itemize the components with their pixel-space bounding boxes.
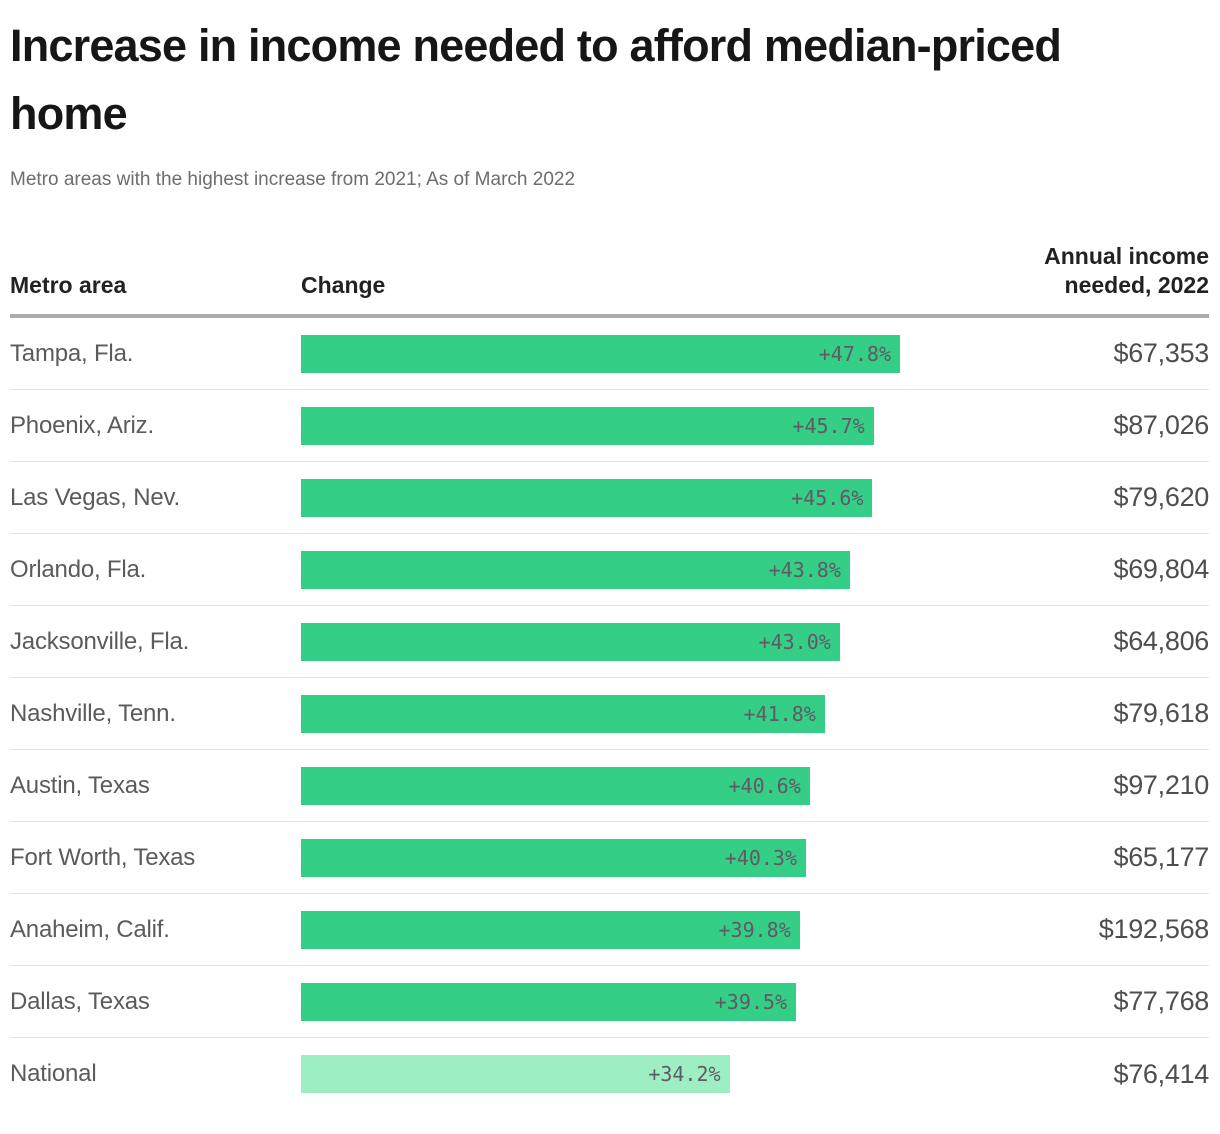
table-row: Orlando, Fla. +43.8% $69,804 bbox=[10, 534, 1209, 606]
change-bar: +45.7% bbox=[301, 406, 874, 445]
change-bar: +45.6% bbox=[301, 478, 873, 517]
column-header-income: Annual income needed, 2022 bbox=[1044, 243, 1209, 298]
metro-label: Austin, Texas bbox=[10, 771, 150, 799]
page-subtitle: Metro areas with the highest increase fr… bbox=[10, 169, 576, 190]
income-value: $192,568 bbox=[1098, 914, 1210, 944]
change-bar-label: +39.5% bbox=[714, 989, 787, 1014]
metro-label: Tampa, Fla. bbox=[10, 339, 134, 367]
column-header-change: Change bbox=[301, 272, 386, 298]
change-bar: +47.8% bbox=[301, 334, 900, 373]
change-bar-label: +34.2% bbox=[648, 1062, 721, 1086]
change-bar-track: +45.7% bbox=[301, 406, 900, 445]
table-row: Fort Worth, Texas +40.3% $65,177 bbox=[10, 822, 1209, 894]
table-row: Dallas, Texas +39.5% $77,768 bbox=[10, 966, 1209, 1038]
income-value: $79,620 bbox=[1113, 482, 1210, 512]
change-bar-track: +45.6% bbox=[301, 478, 900, 517]
change-bar-label: +45.6% bbox=[791, 485, 864, 510]
change-bar-track: +43.0% bbox=[301, 622, 900, 661]
change-bar-label: +41.8% bbox=[743, 701, 816, 726]
change-bar: +39.5% bbox=[301, 982, 796, 1021]
change-bar-track: +39.5% bbox=[301, 982, 900, 1021]
column-headers: Metro area Change Annual income needed, … bbox=[10, 242, 1209, 300]
table-row: Anaheim, Calif. +39.8% $192,568 bbox=[10, 894, 1209, 966]
table-row: Tampa, Fla. +47.8% $67,353 bbox=[10, 318, 1209, 390]
table-row: Nashville, Tenn. +41.8% $79,618 bbox=[10, 678, 1209, 750]
change-bar-track: +41.8% bbox=[301, 694, 900, 733]
metro-label: Phoenix, Ariz. bbox=[10, 411, 154, 439]
income-value: $87,026 bbox=[1113, 410, 1210, 440]
change-bar-label: +40.3% bbox=[724, 845, 797, 870]
metro-label: Dallas, Texas bbox=[10, 987, 150, 1015]
page-title: Increase in income needed to afford medi… bbox=[10, 20, 1062, 139]
change-bar: +39.8% bbox=[301, 910, 800, 949]
change-bar: +41.8% bbox=[301, 694, 825, 733]
table-row: Austin, Texas +40.6% $97,210 bbox=[10, 750, 1209, 822]
change-bar-label: +45.7% bbox=[792, 413, 865, 438]
change-bar: +43.0% bbox=[301, 622, 840, 661]
change-bar: +40.3% bbox=[301, 838, 806, 877]
metro-label: Las Vegas, Nev. bbox=[10, 483, 180, 511]
metro-label: Anaheim, Calif. bbox=[10, 915, 170, 943]
metro-label: Orlando, Fla. bbox=[10, 555, 147, 583]
income-value: $97,210 bbox=[1113, 770, 1210, 800]
table-row: Jacksonville, Fla. +43.0% $64,806 bbox=[10, 606, 1209, 678]
income-value: $65,177 bbox=[1113, 842, 1210, 872]
change-bar-label: +47.8% bbox=[818, 341, 891, 366]
income-value: $79,618 bbox=[1113, 698, 1210, 728]
change-bar-track: +40.3% bbox=[301, 838, 900, 877]
change-bar-track: +47.8% bbox=[301, 334, 900, 373]
change-bar: +40.6% bbox=[301, 766, 810, 805]
change-bar-label: +40.6% bbox=[728, 773, 801, 798]
metro-label: Jacksonville, Fla. bbox=[10, 627, 190, 655]
income-value: $64,806 bbox=[1113, 626, 1210, 656]
change-bar-track: +40.6% bbox=[301, 766, 900, 805]
chart-container: Increase in income needed to afford medi… bbox=[10, 20, 1209, 1110]
change-bar: +34.2% bbox=[301, 1055, 730, 1093]
header-rule bbox=[10, 314, 1209, 318]
income-value: $69,804 bbox=[1113, 554, 1210, 584]
metro-label: Fort Worth, Texas bbox=[10, 843, 196, 871]
change-bar-label: +43.0% bbox=[758, 629, 831, 654]
change-bar-track: +34.2% bbox=[301, 1055, 900, 1093]
income-value: $77,768 bbox=[1113, 986, 1210, 1016]
change-bar-label: +39.8% bbox=[718, 917, 791, 942]
table-row: Las Vegas, Nev. +45.6% $79,620 bbox=[10, 462, 1209, 534]
income-value: $76,414 bbox=[1113, 1058, 1210, 1089]
table-row: National +34.2% $76,414 bbox=[10, 1038, 1209, 1110]
income-value: $67,353 bbox=[1113, 338, 1210, 368]
change-bar: +43.8% bbox=[301, 550, 850, 589]
table-row: Phoenix, Ariz. +45.7% $87,026 bbox=[10, 390, 1209, 462]
change-bar-track: +43.8% bbox=[301, 550, 900, 589]
change-bar-track: +39.8% bbox=[301, 910, 900, 949]
column-header-metro: Metro area bbox=[10, 272, 127, 298]
metro-label: Nashville, Tenn. bbox=[10, 699, 176, 727]
change-bar-label: +43.8% bbox=[768, 557, 841, 582]
rows: Tampa, Fla. +47.8% $67,353 Phoenix, Ariz… bbox=[10, 318, 1209, 1110]
metro-label: National bbox=[10, 1060, 97, 1087]
